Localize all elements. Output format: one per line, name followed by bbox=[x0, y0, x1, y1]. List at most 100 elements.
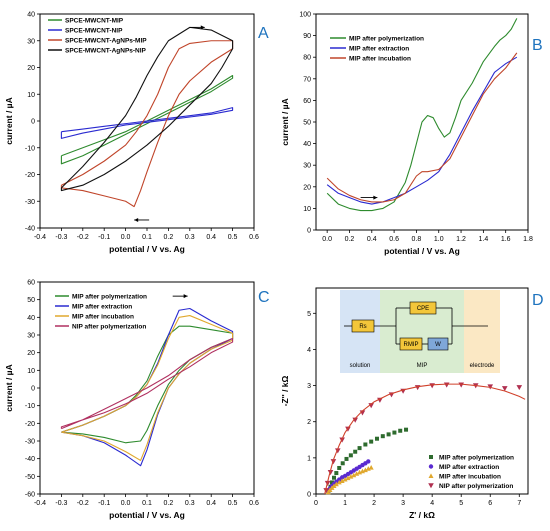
series-mip-after-polymerization-point bbox=[344, 456, 349, 461]
x-axis-label: Z' / kΩ bbox=[409, 510, 435, 520]
panel-letter: D bbox=[532, 292, 544, 309]
series-nip-after-polymerization-point bbox=[516, 385, 523, 391]
x-tick-label: 0.6 bbox=[389, 236, 399, 243]
x-tick-label: 0.0 bbox=[121, 500, 131, 507]
y-tick-label: 40 bbox=[27, 12, 35, 19]
series-mip-after-incubation-line bbox=[326, 52, 518, 203]
series-mip-after-incubation-point bbox=[339, 478, 345, 483]
y-tick-label: 30 bbox=[27, 38, 35, 45]
series-mip-after-polymerization-point bbox=[329, 480, 334, 485]
series-spce-mwcnt-agnps-nip-line bbox=[60, 26, 234, 192]
y-tick-label: 100 bbox=[299, 12, 311, 19]
series-mip-after-incubation-point bbox=[348, 474, 354, 479]
series-nip-after-polymerization-point bbox=[377, 397, 383, 403]
legend-label: MIP after extraction bbox=[439, 464, 499, 471]
y-axis-label: current / µA bbox=[4, 97, 14, 144]
y-tick-label: -40 bbox=[25, 456, 35, 463]
series-mip-after-polymerization-point bbox=[404, 427, 409, 432]
x-tick-label: 0 bbox=[314, 500, 318, 507]
x-tick-label: 2 bbox=[372, 500, 376, 507]
y-tick-label: 60 bbox=[27, 280, 35, 287]
x-tick-label: -0.1 bbox=[98, 500, 110, 507]
series-mip-after-polymerization-point bbox=[380, 434, 385, 439]
y-tick-label: -40 bbox=[25, 226, 35, 233]
y-tick-label: -60 bbox=[25, 492, 35, 499]
series-mip-after-incubation-point bbox=[336, 479, 342, 485]
x-tick-label: 0.3 bbox=[185, 500, 195, 507]
y-tick-label: 10 bbox=[303, 206, 311, 213]
x-tick-label: 1.8 bbox=[523, 236, 533, 243]
legend-label: MIP after incubation bbox=[72, 313, 134, 320]
series-nip-after-polymerization-point bbox=[368, 403, 374, 409]
x-tick-label: -0.3 bbox=[55, 234, 67, 241]
series-mip-after-polymerization-point bbox=[353, 449, 358, 454]
y-tick-label: 40 bbox=[27, 315, 35, 322]
y-tick-label: -20 bbox=[25, 172, 35, 179]
series-mip-after-polymerization-point bbox=[348, 453, 353, 458]
series-mip-after-polymerization-point bbox=[363, 442, 368, 447]
panel-letter: A bbox=[258, 25, 269, 42]
legend-label: MIP after incubation bbox=[439, 473, 501, 480]
y-axis-label: current / µA bbox=[4, 364, 14, 411]
legend-label: MIP after extraction bbox=[349, 45, 409, 52]
legend-label: MIP after polymerization bbox=[349, 35, 424, 42]
y-tick-label: 50 bbox=[27, 297, 35, 304]
series-mip-after-polymerization-line bbox=[326, 18, 518, 212]
y-tick-label: 20 bbox=[27, 350, 35, 357]
x-tick-label: -0.1 bbox=[98, 234, 110, 241]
x-tick-label: -0.3 bbox=[55, 500, 67, 507]
sweep-arrow-head bbox=[183, 294, 188, 299]
x-tick-label: 0.4 bbox=[206, 500, 216, 507]
x-tick-label: 1.0 bbox=[434, 236, 444, 243]
x-tick-label: 7 bbox=[517, 500, 521, 507]
legend-swatch bbox=[428, 464, 434, 469]
y-axis-label: current / µA bbox=[280, 98, 290, 145]
x-tick-label: 0.2 bbox=[164, 234, 174, 241]
y-tick-label: 40 bbox=[303, 141, 311, 148]
fit-line bbox=[324, 383, 526, 495]
circuit-region-label: solution bbox=[350, 363, 371, 369]
x-tick-label: 6 bbox=[488, 500, 492, 507]
y-tick-label: 50 bbox=[303, 120, 311, 127]
legend-label: MIP after polymerization bbox=[439, 454, 514, 461]
y-tick-label: 30 bbox=[27, 333, 35, 340]
panel-b: 0.0 0.2 0.4 0.6 0.8 1.0 1.2 1.4 1.6 1.8 0 10 20 30 40 5… bbox=[280, 12, 543, 257]
x-tick-label: 0.6 bbox=[249, 500, 259, 507]
x-tick-label: 0.1 bbox=[142, 500, 152, 507]
plot-frame bbox=[315, 287, 529, 495]
sweep-arrow-head bbox=[200, 25, 205, 30]
legend-label: SPCE-MWCNT-NIP bbox=[65, 27, 123, 34]
x-axis-label: potential / V vs. Ag bbox=[109, 510, 185, 520]
y-tick-label: -30 bbox=[25, 199, 35, 206]
x-tick-label: 0.6 bbox=[249, 234, 259, 241]
y-tick-label: 20 bbox=[303, 184, 311, 191]
x-tick-label: 5 bbox=[459, 500, 463, 507]
series-mip-after-incubation-point bbox=[351, 472, 357, 478]
series-nip-after-polymerization-line bbox=[60, 337, 234, 430]
circuit-w-label: W bbox=[435, 342, 441, 348]
series-mip-after-polymerization-point bbox=[369, 439, 374, 444]
legend-swatch bbox=[428, 473, 434, 478]
series-mip-after-incubation-point bbox=[345, 475, 351, 481]
series-mip-after-polymerization-point bbox=[334, 471, 339, 476]
circuit-region-label: MIP bbox=[417, 363, 428, 369]
circuit-region-label: electrode bbox=[470, 363, 495, 369]
equivalent-circuit: solution MIP electrode Rs CPE RMIP W bbox=[340, 290, 500, 373]
x-tick-label: 0.2 bbox=[345, 236, 355, 243]
y-tick-label: -10 bbox=[25, 145, 35, 152]
x-tick-label: 1 bbox=[343, 500, 347, 507]
legend-swatch bbox=[428, 483, 434, 489]
y-tick-label: 10 bbox=[27, 92, 35, 99]
series-mip-after-incubation-point bbox=[362, 467, 368, 473]
series-mip-after-extraction-line bbox=[326, 56, 518, 205]
y-tick-label: 1 bbox=[307, 455, 311, 462]
series-mip-after-polymerization-point bbox=[386, 432, 391, 437]
x-axis-label: potential / V vs. Ag bbox=[384, 246, 460, 256]
series-mip-after-polymerization-point bbox=[392, 430, 397, 435]
x-tick-label: 3 bbox=[401, 500, 405, 507]
x-tick-label: -0.4 bbox=[34, 234, 46, 241]
x-tick-label: 0.5 bbox=[228, 234, 238, 241]
x-tick-label: 0.0 bbox=[121, 234, 131, 241]
series-mip-after-polymerization-point bbox=[340, 461, 345, 466]
